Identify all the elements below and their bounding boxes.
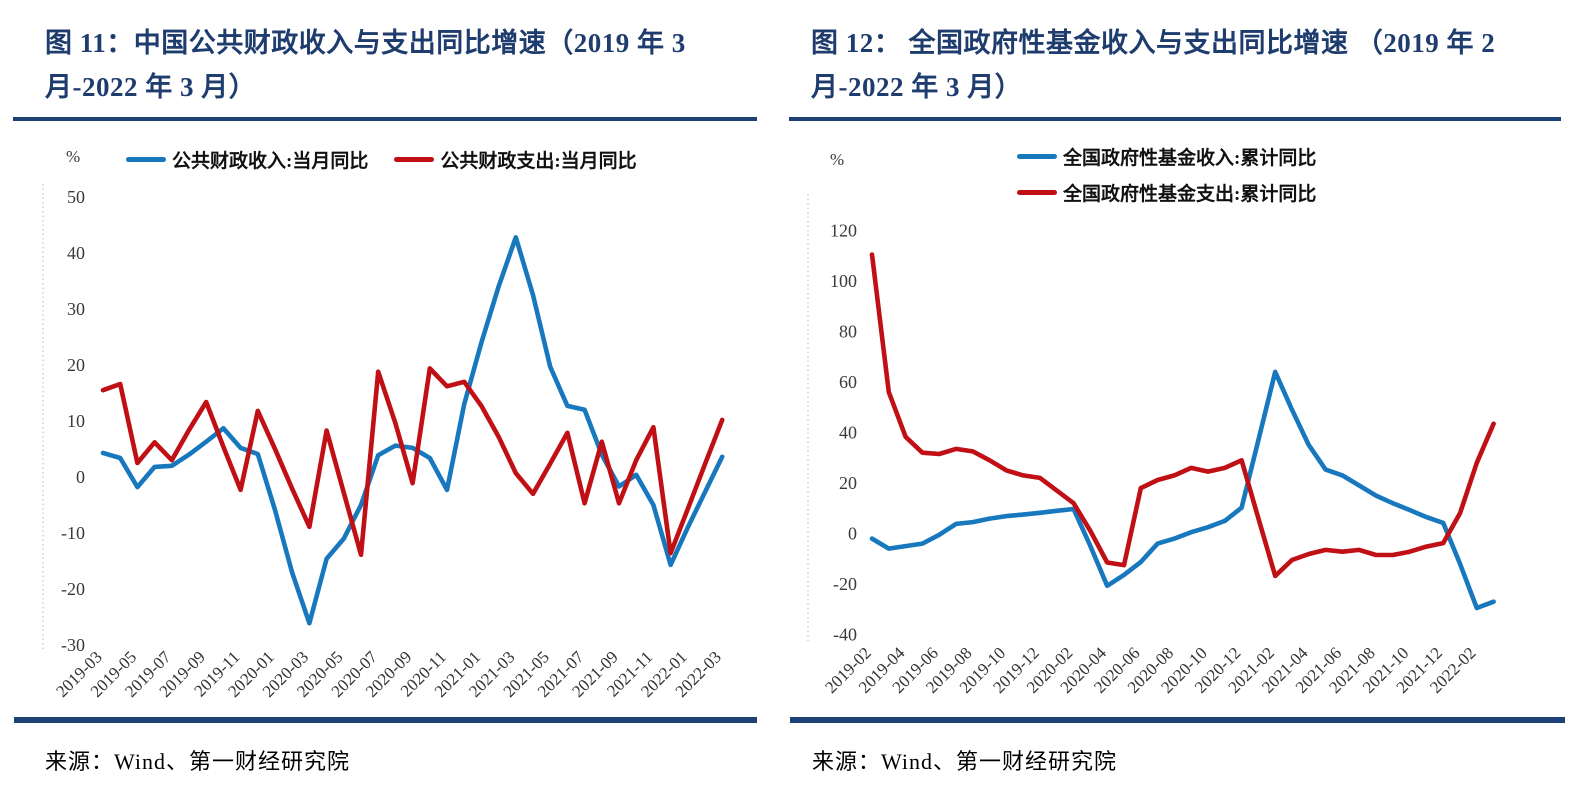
legend-item-fund-revenue: 全国政府性基金收入:累计同比 xyxy=(1017,143,1316,170)
fund-revenue-line xyxy=(869,369,1496,611)
figure-11-legend: 公共财政收入:当月同比 公共财政支出:当月同比 xyxy=(126,146,637,173)
figure-12-y-unit: % xyxy=(830,150,845,169)
svg-text:-30: -30 xyxy=(61,635,85,655)
expenditure-line-swatch xyxy=(394,157,435,162)
svg-text:30: 30 xyxy=(67,299,85,319)
fund-expenditure-line-swatch xyxy=(1017,190,1057,195)
svg-text:0: 0 xyxy=(76,467,85,487)
figure-12-title: 图 12： 全国政府性基金收入与支出同比增速 （2019 年 2 月-2022 … xyxy=(811,28,1496,102)
legend-label-expenditure: 公共财政支出:当月同比 xyxy=(440,151,637,172)
svg-text:20: 20 xyxy=(67,355,85,375)
svg-text:100: 100 xyxy=(830,271,857,291)
figure-12-legend: 全国政府性基金收入:累计同比 全国政府性基金支出:累计同比 xyxy=(1017,143,1316,206)
legend-label-revenue: 公共财政收入:当月同比 xyxy=(172,151,369,172)
svg-text:-20: -20 xyxy=(833,574,857,594)
svg-text:20: 20 xyxy=(839,473,857,493)
revenue-line xyxy=(100,235,725,626)
legend-item-expenditure: 公共财政支出:当月同比 xyxy=(394,146,637,173)
fund-revenue-line-swatch xyxy=(1017,154,1057,159)
svg-text:60: 60 xyxy=(839,372,857,392)
figure-11-source: 来源：Wind、第一财经研究院 xyxy=(45,749,350,774)
figure-12-chart: 120100806040200-20-402019-022019-042019-… xyxy=(807,194,1496,697)
legend-label-fund-expenditure: 全国政府性基金支出:累计同比 xyxy=(1063,184,1317,205)
fund-expenditure-line xyxy=(869,252,1496,579)
svg-text:-40: -40 xyxy=(833,625,857,645)
expenditure-line xyxy=(100,366,725,558)
svg-text:-20: -20 xyxy=(61,579,85,599)
figure-12-bottom-rule xyxy=(790,717,1565,723)
figure-11-y-unit: % xyxy=(66,147,81,166)
figure-11-title-rule xyxy=(13,117,757,121)
figure-12-title-rule xyxy=(789,117,1561,121)
svg-text:-10: -10 xyxy=(61,523,85,543)
figure-11-chart: 50403020100-10-20-302019-032019-052019-0… xyxy=(42,184,725,701)
svg-text:40: 40 xyxy=(839,423,857,443)
svg-text:50: 50 xyxy=(67,187,85,207)
figure-11-bottom-rule xyxy=(14,717,757,723)
legend-label-fund-revenue: 全国政府性基金收入:累计同比 xyxy=(1063,148,1317,169)
revenue-line-swatch xyxy=(126,157,166,162)
figure-11-panel: 图 11：中国公共财政收入与支出同比增速（2019 年 3 月-2022 年 3… xyxy=(13,28,757,774)
figure-12-panel: 图 12： 全国政府性基金收入与支出同比增速 （2019 年 2 月-2022 … xyxy=(785,0,1570,796)
legend-item-fund-expenditure: 全国政府性基金支出:累计同比 xyxy=(1017,179,1316,206)
figure-12-source: 来源：Wind、第一财经研究院 xyxy=(812,749,1117,774)
figure-11-title: 图 11：中国公共财政收入与支出同比增速（2019 年 3 月-2022 年 3… xyxy=(45,28,686,102)
svg-text:120: 120 xyxy=(830,221,857,241)
svg-text:80: 80 xyxy=(839,322,857,342)
svg-text:10: 10 xyxy=(67,411,85,431)
svg-text:40: 40 xyxy=(67,243,85,263)
svg-text:0: 0 xyxy=(848,524,857,544)
legend-item-revenue: 公共财政收入:当月同比 xyxy=(126,146,368,173)
